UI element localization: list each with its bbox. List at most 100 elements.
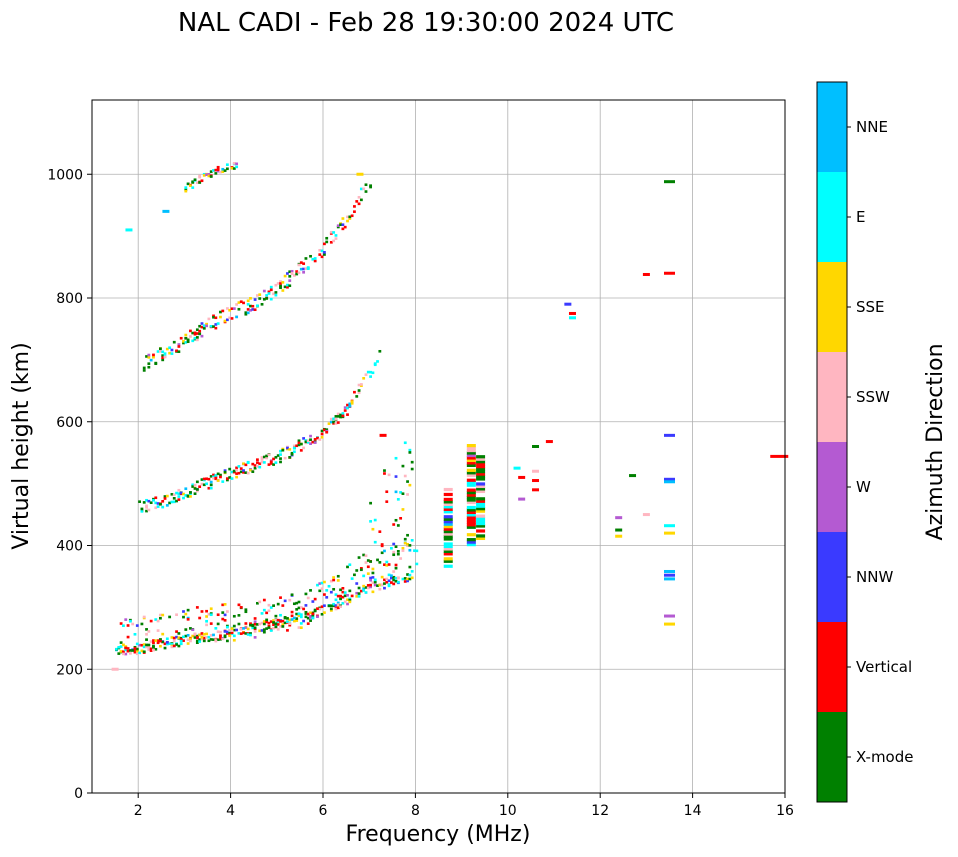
echo-mark [230,317,234,320]
echo-mark [175,613,178,617]
echo-mark [476,487,486,491]
echo-mark [329,230,333,234]
echo-mark [318,253,322,256]
echo-mark [387,573,391,577]
echo-mark [161,505,165,509]
echo-mark [253,622,257,626]
echo-mark [302,437,306,440]
echo-mark [359,589,363,593]
echo-mark [235,628,239,632]
echo-mark [235,466,239,470]
echo-mark [313,441,317,444]
echo-mark [359,567,363,570]
echo-mark [182,492,185,496]
echo-mark [564,302,572,306]
echo-mark [230,307,234,311]
echo-mark [242,627,245,630]
echo-mark [385,500,389,503]
echo-mark [341,217,345,220]
echo-mark [260,456,264,459]
echo-mark [191,483,195,487]
echo-mark [380,575,384,579]
echo-mark [350,594,354,598]
echo-mark [249,623,252,627]
echo-mark [306,616,310,620]
echo-mark [339,413,342,417]
echo-mark [216,630,220,634]
echo-mark [353,573,356,577]
echo-mark [443,530,453,534]
echo-mark [147,356,151,359]
echo-mark [246,303,250,306]
echo-mark [251,470,255,473]
echo-mark [205,632,208,636]
echo-mark [466,538,476,542]
echo-mark [320,432,324,436]
echo-mark [186,642,190,645]
echo-mark [198,175,202,179]
echo-mark [149,647,153,651]
echo-mark [195,332,199,335]
echo-mark [297,612,301,616]
echo-mark [385,560,389,564]
echo-mark [476,502,486,506]
echo-mark [443,522,453,526]
echo-mark [339,415,342,419]
echo-mark [281,281,285,284]
echo-mark [476,504,486,508]
echo-mark [122,643,125,647]
echo-mark [466,478,476,482]
echo-mark [664,614,675,618]
echo-mark [158,639,162,643]
echo-mark [147,499,151,503]
echo-mark [327,422,331,425]
echo-mark [165,637,169,641]
echo-mark [182,341,185,345]
echo-mark [225,318,229,322]
echo-mark [408,448,412,452]
echo-mark [131,622,135,626]
echo-mark [244,463,248,467]
echo-mark [364,554,368,558]
echo-mark [406,573,409,576]
echo-mark [664,480,675,484]
echo-mark [274,625,278,629]
echo-mark [165,347,169,351]
echo-mark [341,223,345,226]
echo-mark [249,632,252,635]
echo-mark [290,272,294,275]
echo-mark [443,552,453,556]
echo-mark [346,602,349,606]
echo-mark [117,652,121,655]
echo-mark [336,225,340,229]
echo-mark [279,449,282,453]
echo-mark [664,524,675,528]
echo-mark [350,214,354,218]
echo-mark [369,501,373,505]
echo-mark [288,284,292,288]
echo-mark [269,285,273,289]
echo-mark [313,259,317,263]
echo-mark [341,595,345,599]
colorbar-segment-nnw [817,532,847,622]
y-axis-label: Virtual height (km) [9,342,34,549]
echo-mark [394,576,398,580]
echo-mark [195,336,199,339]
echo-mark [357,389,361,392]
echo-mark [237,301,241,304]
echo-mark [339,594,342,598]
echo-mark [353,205,356,208]
echo-mark [532,445,540,448]
echo-mark [664,569,675,573]
echo-mark [267,603,271,607]
echo-mark [380,583,384,587]
echo-mark [182,639,185,642]
echo-mark [346,598,349,602]
echo-mark [329,241,333,244]
echo-mark [476,455,486,459]
echo-mark [329,417,333,421]
echo-mark [272,463,275,466]
echo-mark [378,587,382,591]
echo-mark [221,603,225,607]
echo-mark [366,370,370,374]
